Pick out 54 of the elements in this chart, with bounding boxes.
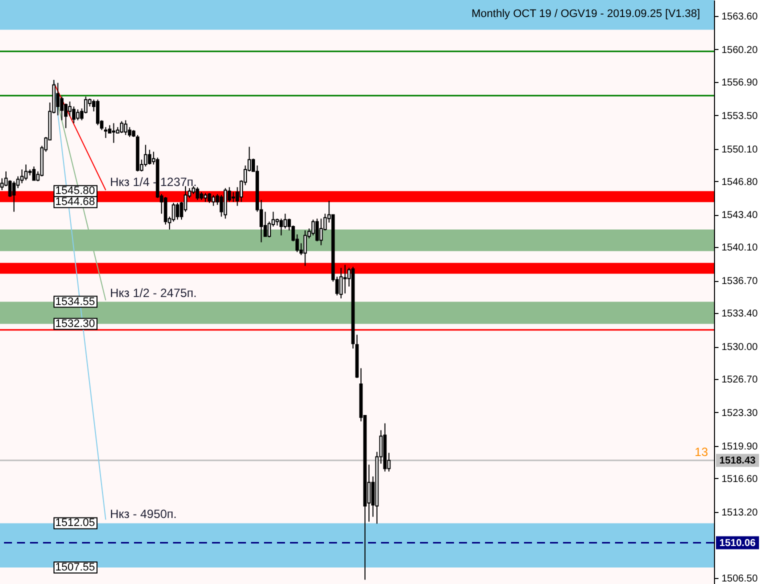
candlestick <box>128 126 132 138</box>
candlestick <box>76 108 80 121</box>
candlestick <box>96 99 100 126</box>
candlestick <box>284 213 287 229</box>
candlestick <box>212 194 216 206</box>
annotation: 13 <box>694 445 708 459</box>
candlestick <box>196 186 200 200</box>
candlestick <box>112 122 116 144</box>
y-tick-label: 1526.70 <box>722 374 758 386</box>
y-tick-label: 1560.20 <box>722 44 758 56</box>
candlestick <box>68 101 72 117</box>
y-tick-label: 1506.50 <box>722 573 758 584</box>
y-tick-label: 1513.20 <box>722 507 758 518</box>
annotation: 1534.55 <box>55 296 95 308</box>
annotation: Monthly OCT 19 / OGV19 - 2019.09.25 [V1.38] <box>472 8 700 20</box>
y-tick-label: 1553.50 <box>722 110 758 122</box>
annotation: 1507.55 <box>55 561 95 574</box>
y-tick-label: 1523.30 <box>722 408 758 419</box>
ref-line-label: 1518.43 <box>719 455 756 466</box>
y-tick-label: 1546.80 <box>722 176 758 188</box>
annotation: 1544.68 <box>55 196 95 208</box>
candlestick <box>12 180 16 212</box>
annotation: 1512.05 <box>55 517 95 530</box>
y-tick-label: 1536.70 <box>722 276 758 288</box>
y-tick-label: 1533.40 <box>722 308 758 320</box>
y-tick-label: 1519.90 <box>722 441 758 452</box>
candlestick <box>343 264 347 294</box>
annotation: 1532.30 <box>55 318 95 330</box>
candlestick <box>24 164 28 181</box>
y-tick-label: 1516.60 <box>722 474 758 485</box>
y-tick-label: 1543.40 <box>722 210 758 222</box>
candlestick <box>144 144 148 167</box>
annotation: 1545.80 <box>55 185 95 198</box>
candlestick <box>280 218 283 236</box>
y-tick-label: 1563.60 <box>722 11 758 22</box>
candlestick <box>303 230 307 266</box>
band-label: Нкз 1/2 - 2475п. <box>110 286 197 300</box>
candlestick <box>148 149 152 166</box>
ref-line-label: 1510.06 <box>719 538 756 549</box>
candlestick <box>20 168 24 184</box>
candlestick <box>232 192 236 202</box>
candlestick <box>56 82 60 116</box>
y-tick-label: 1530.00 <box>722 342 758 354</box>
band-label: Нкз - 4950п. <box>110 507 177 522</box>
candlestick <box>72 106 76 124</box>
candlestick <box>32 166 36 181</box>
candlestick <box>339 267 343 299</box>
y-tick-label: 1550.10 <box>722 144 758 156</box>
candlestick <box>208 192 212 204</box>
candlestick <box>124 120 128 136</box>
candlestick <box>315 218 319 242</box>
candlestick <box>120 120 124 134</box>
y-tick-label: 1540.10 <box>722 242 758 254</box>
y-tick-label: 1556.90 <box>722 77 758 88</box>
